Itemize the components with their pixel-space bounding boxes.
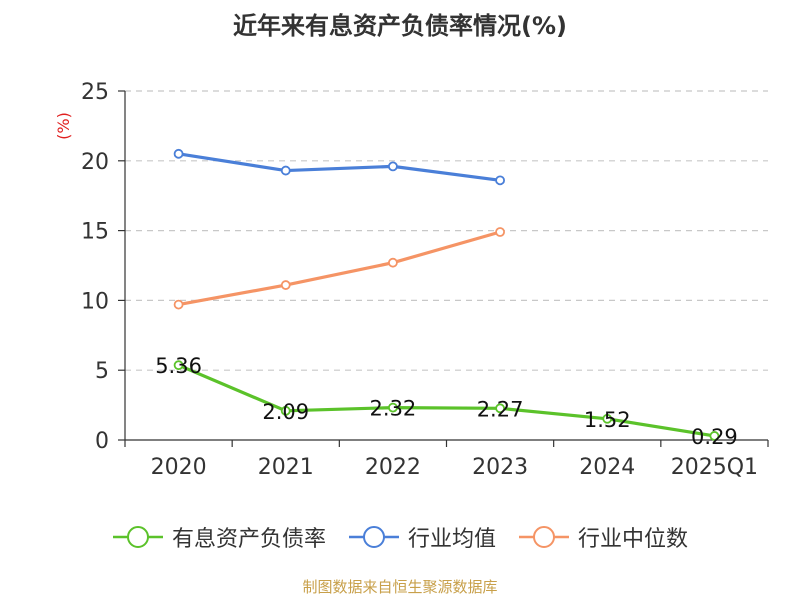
legend-swatch-icon: [112, 524, 164, 550]
data-point: [709, 431, 720, 441]
legend-swatch-icon: [348, 524, 400, 550]
legend: 有息资产负债率 行业均值 行业中位数: [0, 520, 800, 554]
chart-title: 近年来有息资产负债率情况(%): [233, 12, 567, 40]
data-point: [495, 403, 505, 414]
data-point: [173, 360, 184, 371]
series-line-2: [178, 230, 501, 307]
data-point: [280, 165, 291, 176]
legend-item[interactable]: 有息资产负债率: [112, 521, 326, 553]
y-tick-label: 25: [81, 80, 109, 105]
x-tick-label: 2022: [365, 455, 421, 480]
x-tick-label: 2020: [151, 455, 207, 480]
legend-label: 行业中位数: [578, 527, 689, 552]
data-point: [388, 402, 398, 413]
legend-swatch-icon: [518, 524, 570, 550]
x-tick-label: 2023: [472, 455, 528, 480]
data-point: [173, 299, 184, 310]
x-tick-label: 2021: [258, 455, 314, 480]
data-point: [388, 161, 398, 172]
x-tick-label: 2024: [579, 455, 635, 480]
data-label: 2.32: [370, 397, 417, 421]
data-point: [495, 227, 505, 237]
data-label: 0.29: [691, 425, 738, 449]
data-label: 1.52: [584, 408, 631, 432]
legend-label: 有息资产负债率: [171, 527, 326, 552]
data-label: 2.09: [262, 400, 309, 424]
data-point: [173, 148, 184, 159]
y-tick-label: 10: [81, 289, 109, 314]
y-tick-label: 15: [81, 220, 109, 245]
legend-label: 行业均值: [407, 527, 496, 552]
data-point: [602, 413, 613, 424]
x-tick-label: 2025Q1: [671, 455, 758, 480]
series-line-1: [178, 152, 501, 182]
y-tick-label: 0: [95, 429, 109, 454]
data-point: [280, 405, 291, 416]
legend-item[interactable]: 行业中位数: [518, 521, 688, 553]
data-point: [388, 257, 398, 268]
y-axis-label: (%): [54, 112, 73, 140]
data-source-note: 制图数据来自恒生聚源数据库: [302, 578, 498, 596]
data-point: [280, 280, 291, 290]
data-label: 5.36: [155, 354, 202, 378]
series-line-0: [177, 363, 715, 438]
data-point: [495, 175, 505, 186]
y-tick-label: 5: [95, 359, 109, 384]
legend-item[interactable]: 行业均值: [348, 521, 496, 553]
y-tick-label: 20: [81, 150, 109, 175]
data-label: 2.27: [477, 397, 524, 421]
